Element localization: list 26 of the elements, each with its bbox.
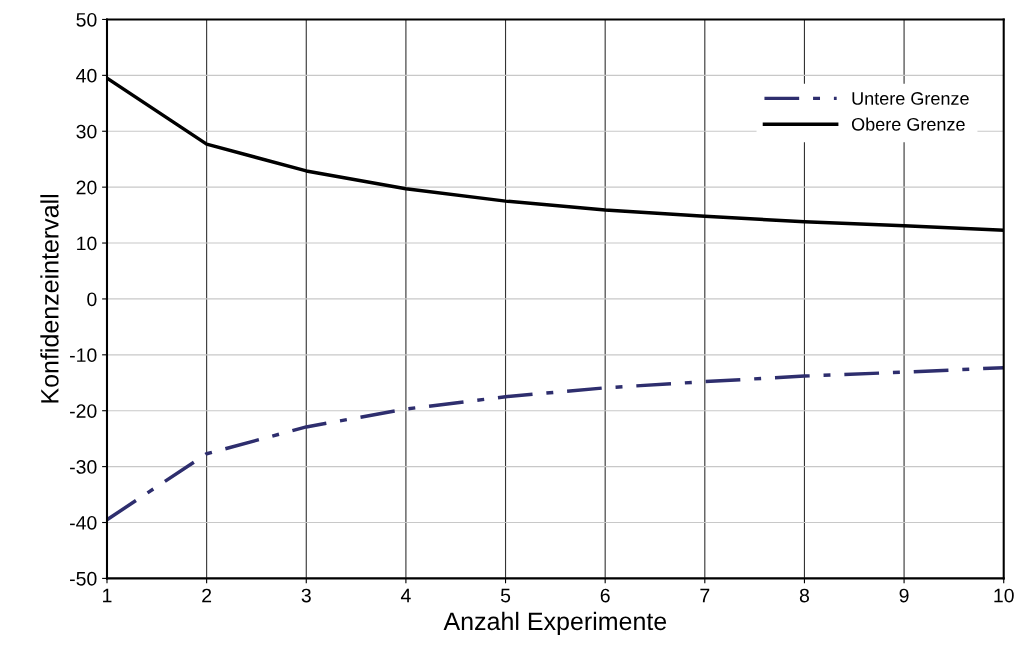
x-axis-title: Anzahl Experimente [443, 611, 667, 636]
legend-label: Obere Grenze [851, 117, 965, 131]
y-tick-label: -20 [70, 404, 97, 418]
x-tick-label: 1 [103, 588, 112, 603]
y-tick-label: -40 [70, 515, 97, 530]
x-tick-label: 5 [500, 588, 511, 603]
x-tick-label: 7 [700, 588, 710, 603]
y-tick-label: 30 [76, 124, 97, 139]
y-tick-label: -10 [70, 348, 97, 363]
line-series [107, 365, 1004, 522]
y-tick-label: 10 [77, 236, 97, 251]
y-tick-label: 0 [87, 292, 97, 307]
y-tick-label: 40 [76, 68, 97, 83]
x-tick-label: 4 [400, 588, 411, 603]
x-tick-label: 10 [994, 588, 1014, 603]
x-tick-label: 6 [600, 588, 610, 603]
x-tick-label: 3 [301, 588, 311, 603]
y-tick-label: 50 [76, 12, 97, 27]
y-axis-title: Konfidenzeintervall [40, 194, 59, 403]
y-tick-label: -30 [70, 460, 97, 474]
y-tick-label: -50 [70, 571, 97, 586]
x-tick-label: 9 [899, 588, 909, 603]
x-tick-label: 8 [799, 588, 810, 603]
x-tick-label: 2 [202, 588, 212, 603]
legend-label: Untere Grenze [852, 92, 969, 105]
y-tick-label: 20 [76, 180, 97, 195]
